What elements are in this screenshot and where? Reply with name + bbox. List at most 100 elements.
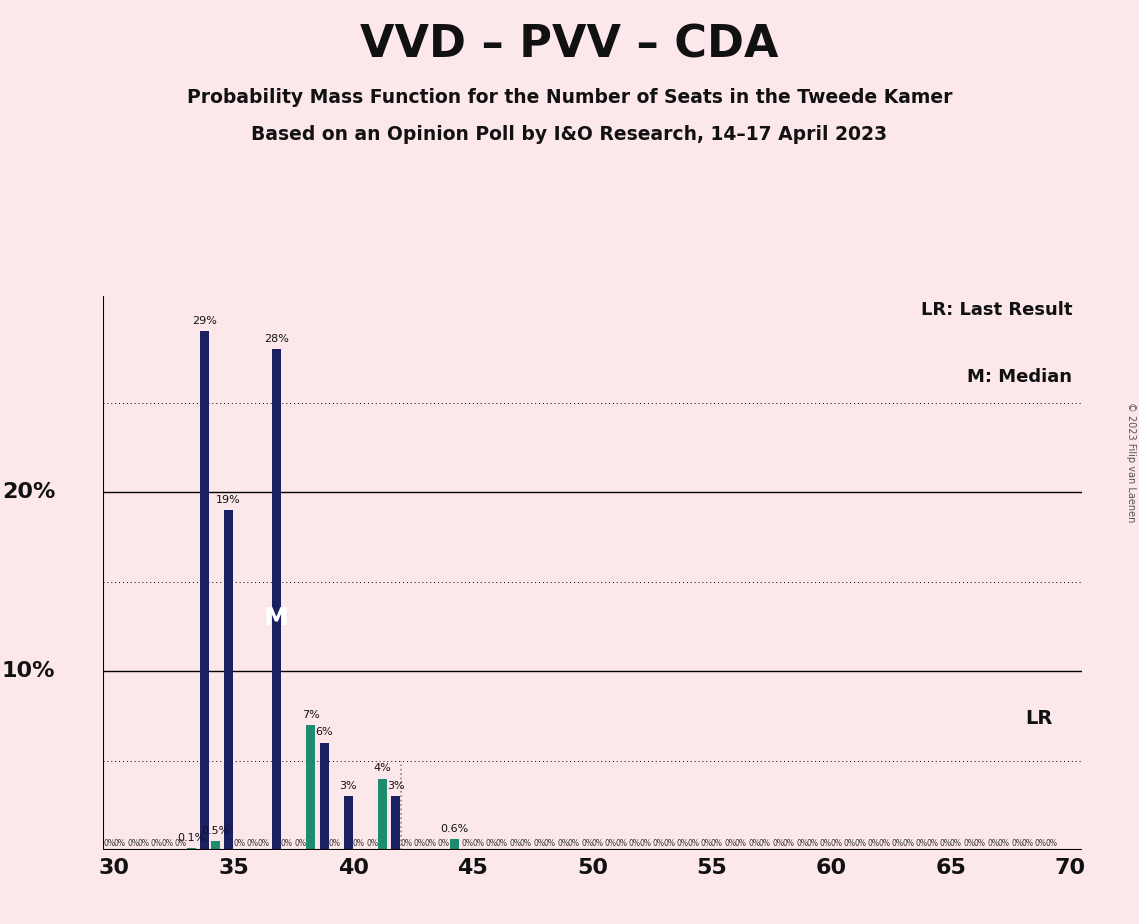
Text: 0%: 0%	[868, 839, 879, 848]
Text: 0%: 0%	[246, 839, 259, 848]
Text: 0%: 0%	[998, 839, 1009, 848]
Text: 0%: 0%	[175, 839, 187, 848]
Text: © 2023 Filip van Laenen: © 2023 Filip van Laenen	[1126, 402, 1136, 522]
Text: 0%: 0%	[366, 839, 378, 848]
Text: 0%: 0%	[772, 839, 784, 848]
Text: 0%: 0%	[425, 839, 436, 848]
Bar	[224, 510, 233, 850]
Text: 0%: 0%	[711, 839, 723, 848]
Text: 0%: 0%	[854, 839, 867, 848]
Text: 0%: 0%	[509, 839, 522, 848]
Text: 0%: 0%	[138, 839, 149, 848]
Text: 0%: 0%	[926, 839, 939, 848]
Text: 0%: 0%	[639, 839, 652, 848]
Text: 0%: 0%	[700, 839, 713, 848]
Text: 0%: 0%	[782, 839, 795, 848]
Text: 19%: 19%	[216, 495, 241, 505]
Text: 0%: 0%	[437, 839, 450, 848]
Text: M: Median: M: Median	[967, 368, 1072, 385]
Text: 0%: 0%	[329, 839, 341, 848]
Text: 0%: 0%	[1046, 839, 1057, 848]
Text: 0%: 0%	[892, 839, 903, 848]
Text: 0%: 0%	[485, 839, 498, 848]
Text: 0.6%: 0.6%	[440, 824, 468, 834]
Text: 0%: 0%	[916, 839, 927, 848]
Text: 0%: 0%	[353, 839, 364, 848]
Text: 0%: 0%	[413, 839, 426, 848]
Text: VVD – PVV – CDA: VVD – PVV – CDA	[360, 23, 779, 67]
Text: 0%: 0%	[902, 839, 915, 848]
Text: 3%: 3%	[387, 781, 404, 791]
Text: 4%: 4%	[374, 763, 392, 773]
Text: 0%: 0%	[294, 839, 306, 848]
Text: 0%: 0%	[557, 839, 570, 848]
Text: 0%: 0%	[974, 839, 985, 848]
Text: LR: Last Result: LR: Last Result	[920, 301, 1072, 319]
Text: 20%: 20%	[2, 482, 55, 503]
Text: 7%: 7%	[302, 710, 320, 720]
Text: 0%: 0%	[988, 839, 999, 848]
Bar	[320, 743, 329, 850]
Text: 0%: 0%	[567, 839, 580, 848]
Text: 0%: 0%	[281, 839, 293, 848]
Text: 0%: 0%	[533, 839, 546, 848]
Text: LR: LR	[1025, 709, 1052, 728]
Text: Based on an Opinion Poll by I&O Research, 14–17 April 2023: Based on an Opinion Poll by I&O Research…	[252, 125, 887, 144]
Bar	[187, 848, 196, 850]
Text: 0%: 0%	[495, 839, 508, 848]
Text: 0%: 0%	[677, 839, 689, 848]
Text: 0%: 0%	[748, 839, 760, 848]
Text: 10%: 10%	[2, 662, 55, 681]
Text: 0%: 0%	[735, 839, 747, 848]
Text: 0%: 0%	[401, 839, 412, 848]
Text: M: M	[264, 605, 289, 629]
Text: 0%: 0%	[1011, 839, 1023, 848]
Text: 0%: 0%	[964, 839, 975, 848]
Text: 0%: 0%	[543, 839, 556, 848]
Text: 0%: 0%	[128, 839, 139, 848]
Bar	[344, 796, 353, 850]
Text: 0%: 0%	[950, 839, 962, 848]
Text: 6%: 6%	[316, 727, 333, 737]
Text: 0%: 0%	[820, 839, 831, 848]
Text: 0%: 0%	[724, 839, 737, 848]
Text: 0%: 0%	[796, 839, 808, 848]
Text: 0%: 0%	[806, 839, 819, 848]
Bar	[272, 349, 281, 850]
Text: 0%: 0%	[878, 839, 891, 848]
Text: 0%: 0%	[233, 839, 245, 848]
Text: 0%: 0%	[472, 839, 484, 848]
Text: 0%: 0%	[653, 839, 665, 848]
Text: 0%: 0%	[830, 839, 843, 848]
Text: 0%: 0%	[151, 839, 163, 848]
Text: 28%: 28%	[264, 334, 289, 344]
Bar	[378, 779, 387, 850]
Text: 0%: 0%	[1022, 839, 1033, 848]
Text: 0%: 0%	[1035, 839, 1047, 848]
Bar	[200, 332, 210, 850]
Text: 0%: 0%	[687, 839, 699, 848]
Text: 0%: 0%	[940, 839, 951, 848]
Text: 0%: 0%	[257, 839, 269, 848]
Text: 0%: 0%	[591, 839, 604, 848]
Text: 0%: 0%	[114, 839, 125, 848]
Text: 0%: 0%	[461, 839, 474, 848]
Text: 0%: 0%	[629, 839, 641, 848]
Text: 0%: 0%	[844, 839, 855, 848]
Text: Probability Mass Function for the Number of Seats in the Tweede Kamer: Probability Mass Function for the Number…	[187, 88, 952, 107]
Text: 0%: 0%	[663, 839, 675, 848]
Text: 0%: 0%	[519, 839, 532, 848]
Text: 0%: 0%	[759, 839, 771, 848]
Text: 0.5%: 0.5%	[202, 826, 229, 836]
Text: 0%: 0%	[162, 839, 173, 848]
Bar	[211, 841, 220, 850]
Bar	[392, 796, 401, 850]
Bar	[450, 839, 459, 850]
Text: 0%: 0%	[104, 839, 115, 848]
Text: 0%: 0%	[581, 839, 593, 848]
Text: 3%: 3%	[339, 781, 357, 791]
Bar	[306, 725, 316, 850]
Text: 29%: 29%	[192, 316, 218, 326]
Text: 0%: 0%	[615, 839, 628, 848]
Text: 0.1%: 0.1%	[178, 833, 205, 843]
